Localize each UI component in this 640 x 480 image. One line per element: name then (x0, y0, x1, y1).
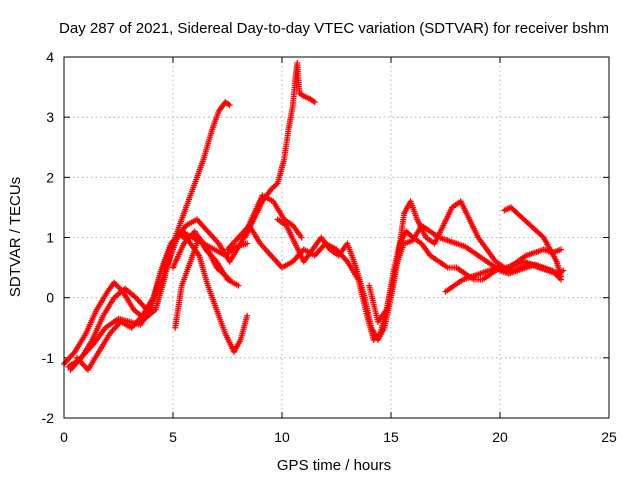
y-tick-label: 1 (46, 230, 54, 246)
series-track-k (501, 204, 565, 280)
chart-title: Day 287 of 2021, Sidereal Day-to-day VTE… (59, 20, 609, 37)
series-track-j (442, 258, 562, 295)
series-track-d (74, 228, 251, 373)
data-point (244, 312, 251, 319)
data-point (298, 234, 305, 241)
y-tick-label: 2 (46, 169, 54, 185)
x-tick-label: 10 (274, 429, 290, 445)
y-tick-label: -1 (42, 350, 55, 366)
data-points (61, 60, 567, 373)
series-track-l (170, 228, 242, 289)
y-tick-label: 3 (46, 109, 54, 125)
y-tick-label: 0 (46, 290, 54, 306)
y-tick-label: -2 (42, 410, 55, 426)
x-axis-label: GPS time / hours (277, 457, 391, 474)
y-axis-label: SDTVAR / TECUs (7, 177, 24, 297)
grid-lines (64, 57, 609, 418)
y-tick-label: 4 (46, 49, 54, 65)
x-tick-label: 5 (169, 429, 177, 445)
data-point (273, 181, 280, 188)
series-track-f (241, 60, 318, 241)
data-point (235, 282, 242, 289)
data-point (311, 99, 318, 106)
data-point (244, 240, 251, 247)
x-tick-label: 20 (492, 429, 508, 445)
data-point (558, 246, 565, 253)
data-point (226, 102, 233, 109)
x-tick-label: 0 (60, 429, 68, 445)
x-tick-label: 15 (383, 429, 399, 445)
data-point (558, 273, 565, 280)
series-track-i (366, 222, 565, 325)
plot-frame (63, 56, 610, 419)
x-tick-label: 25 (601, 429, 617, 445)
